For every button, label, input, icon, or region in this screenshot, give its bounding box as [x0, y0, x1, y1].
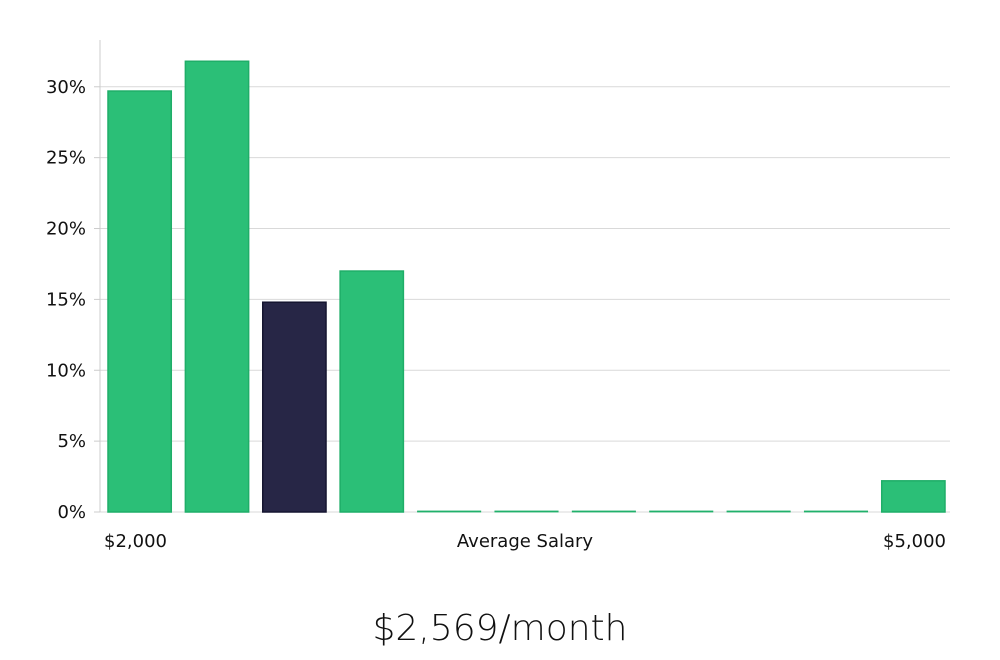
average-salary-value: $2,569/month: [372, 608, 628, 649]
bar: [339, 270, 405, 513]
x-axis-title: Average Salary: [457, 531, 594, 552]
bar: [803, 510, 869, 513]
y-axis: 0% 5% 10% 15% 20% 25% 30%: [46, 40, 101, 523]
y-tick-label: 5%: [57, 431, 86, 452]
bars: [107, 60, 946, 513]
bar: [726, 510, 791, 513]
y-tick-label: 30%: [46, 77, 86, 98]
y-tick-label: 10%: [46, 360, 86, 381]
salary-histogram: 0% 5% 10% 15% 20% 25% 30% $2,000 Average Salar…: [46, 40, 950, 552]
bar: [107, 90, 173, 513]
y-tick-label: 0%: [57, 502, 86, 523]
bar: [571, 510, 636, 513]
bar: [417, 510, 482, 513]
x-min-label: $2,000: [104, 531, 167, 552]
bar: [494, 510, 559, 513]
y-tick-label: 20%: [46, 219, 86, 240]
bar: [184, 60, 250, 513]
bar-highlighted: [261, 301, 327, 513]
y-tick-label: 15%: [46, 289, 86, 310]
bar: [649, 510, 714, 513]
x-max-label: $5,000: [883, 531, 946, 552]
bar: [880, 480, 946, 513]
y-tick-label: 25%: [46, 148, 86, 169]
